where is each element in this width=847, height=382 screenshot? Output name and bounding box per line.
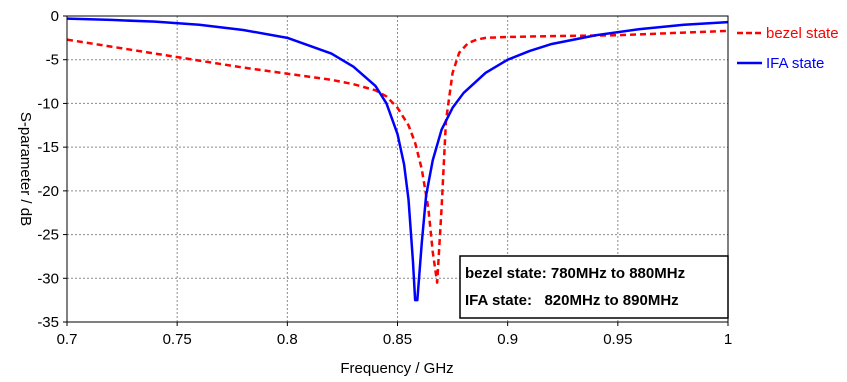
x-tick-label: 0.85 [383, 331, 412, 348]
grid [67, 16, 728, 322]
annotation-line-ifa: IFA state: 820MHz to 890MHz [465, 292, 679, 309]
series-layer [66, 17, 729, 302]
annotation-line-bezel: bezel state: 780MHz to 880MHz [465, 265, 685, 282]
x-tick-label: 0.95 [603, 331, 632, 348]
y-tick-label: -25 [37, 227, 59, 244]
annotation-box: bezel state: 780MHz to 880MHz IFA state:… [459, 255, 729, 319]
x-tick-label: 0.8 [277, 331, 298, 348]
x-tick-label: 0.75 [163, 331, 192, 348]
x-tick-label: 0.9 [497, 331, 518, 348]
legend: bezel state IFA state [737, 25, 839, 72]
y-tick-label: -20 [37, 183, 59, 200]
series-line-ifa-state [66, 17, 729, 302]
legend-label: IFA state [766, 55, 824, 72]
y-tick-label: -5 [46, 52, 59, 69]
x-axis-label: Frequency / GHz [340, 360, 453, 377]
tick-layer: 0.7 0.75 0.8 0.85 0.9 0.95 1 0 -5 -10 -15 -20 -25 -30… [37, 8, 732, 348]
series-line-bezel-state [66, 29, 729, 284]
x-tick-label: 1 [724, 331, 732, 348]
y-tick-label: -35 [37, 314, 59, 331]
annotation-frame [459, 255, 729, 319]
y-tick-label: -10 [37, 95, 59, 112]
x-tick-label: 0.7 [57, 331, 78, 348]
y-axis-label: S-parameter / dB [17, 112, 34, 226]
y-tick-label: -15 [37, 139, 59, 156]
y-tick-label: 0 [51, 8, 59, 25]
legend-label: bezel state [766, 25, 839, 42]
y-tick-label: -30 [37, 270, 59, 287]
